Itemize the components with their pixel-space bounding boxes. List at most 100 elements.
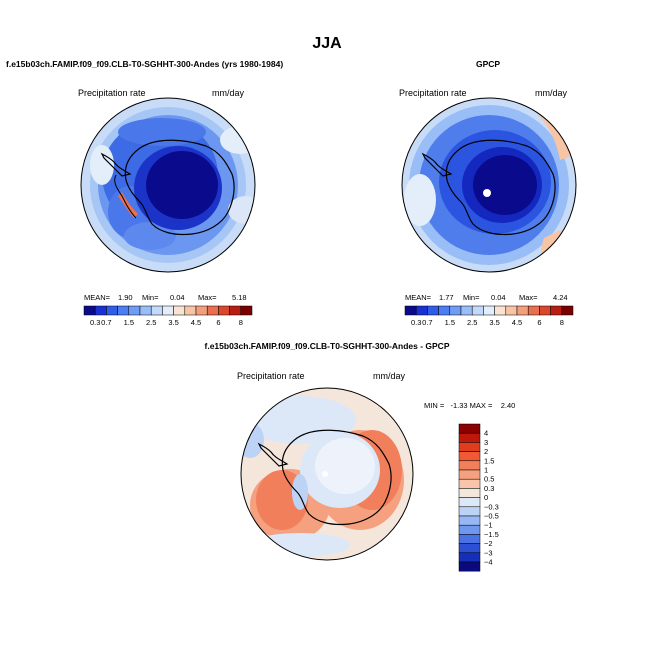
obs-colorbar-box <box>404 305 417 316</box>
svg-text:MEAN=: MEAN= <box>405 293 432 302</box>
obs-colorbar-box <box>471 305 484 316</box>
model-colorbar-box <box>162 305 174 316</box>
obs-colorbar-box <box>438 305 451 316</box>
diff-colorbar-box <box>458 423 481 434</box>
model-colorbar-box <box>83 305 96 316</box>
model-colorbar-box <box>117 305 130 316</box>
obs-colorbar-label: 8 <box>560 318 564 327</box>
obs-colorbar-box <box>483 305 495 316</box>
model-colorbar-label: 6 <box>216 318 220 327</box>
obs-colorbar-box <box>550 305 563 316</box>
model-colorbar-label: 2.5 <box>146 318 156 327</box>
obs-colorbar-box <box>494 305 507 316</box>
obs-colorbar-label: 1.5 <box>445 318 455 327</box>
diff-colorbar-box <box>458 497 481 508</box>
diff-units: mm/day <box>373 371 406 381</box>
obs-map <box>402 98 576 272</box>
obs-colorbar-box <box>427 305 439 316</box>
model-colorbar-box <box>206 305 219 316</box>
model-stats: MEAN= 1.90 Min= 0.04 Max= 5.18 <box>84 293 247 302</box>
diff-colorbar-box <box>458 478 481 489</box>
diff-colorbar-label: 0 <box>484 493 488 502</box>
obs-units: mm/day <box>535 88 568 98</box>
obs-colorbar-label: 2.5 <box>467 318 477 327</box>
model-colorbar-box <box>184 305 197 316</box>
diff-colorbar-box <box>458 451 481 462</box>
obs-colorbar-box <box>539 305 551 316</box>
obs-colorbar: 0.3 0.7 1.5 2.5 3.5 4.5 6 8 <box>404 305 574 327</box>
svg-text:Max=: Max= <box>519 293 538 302</box>
diff-colorbar-label: 1.5 <box>484 456 494 465</box>
model-colorbar-box <box>128 305 141 316</box>
model-colorbar: 0.3 0.7 1.5 2.5 3.5 4.5 6 8 <box>83 305 253 327</box>
svg-text:1.90: 1.90 <box>118 293 133 302</box>
diff-colorbar-label: −1.5 <box>484 530 499 539</box>
obs-colorbar-box <box>527 305 540 316</box>
model-field-label: Precipitation rate <box>78 88 146 98</box>
model-colorbar-label: 4.5 <box>191 318 201 327</box>
obs-colorbar-box <box>516 305 529 316</box>
obs-colorbar-label: 0.3 <box>411 318 421 327</box>
figure-title: JJA <box>312 35 342 52</box>
model-units: mm/day <box>212 88 245 98</box>
obs-field-label: Precipitation rate <box>399 88 467 98</box>
svg-text:Min=: Min= <box>142 293 159 302</box>
diff-colorbar-box <box>458 543 481 554</box>
diff-colorbar-box <box>458 515 481 526</box>
diff-field-label: Precipitation rate <box>237 371 305 381</box>
model-colorbar-box <box>150 305 163 316</box>
obs-colorbar-label: 3.5 <box>489 318 499 327</box>
diff-colorbar-box <box>458 552 481 563</box>
obs-colorbar-box <box>460 305 473 316</box>
model-colorbar-box <box>139 305 152 316</box>
diff-colorbar-label: −0.3 <box>484 502 499 511</box>
model-colorbar-box <box>195 305 208 316</box>
diff-colorbar-label: 0.3 <box>484 484 494 493</box>
obs-stats: MEAN= 1.77 Min= 0.04 Max= 4.24 <box>405 293 568 302</box>
svg-text:MEAN=: MEAN= <box>84 293 111 302</box>
diff-colorbar-box <box>458 488 481 498</box>
obs-colorbar-box <box>561 305 574 316</box>
diff-colorbar-box <box>458 469 481 480</box>
diff-colorbar-box <box>458 561 481 572</box>
svg-text:Max=: Max= <box>198 293 217 302</box>
model-colorbar-box <box>218 305 230 316</box>
svg-text:0.04: 0.04 <box>491 293 506 302</box>
obs-panel-title: GPCP <box>476 59 500 69</box>
diff-colorbar-label: −4 <box>484 558 493 567</box>
obs-colorbar-label: 0.7 <box>422 318 432 327</box>
diff-colorbar-box <box>458 460 481 471</box>
diff-colorbar-label: −0.5 <box>484 512 499 521</box>
model-panel-title: f.e15b03ch.FAMIP.f09_f09.CLB-T0-SGHHT-30… <box>6 59 283 69</box>
svg-text:Min=: Min= <box>463 293 480 302</box>
obs-colorbar-box <box>505 305 518 316</box>
svg-text:0.04: 0.04 <box>170 293 185 302</box>
diff-colorbar-box <box>458 432 481 443</box>
model-colorbar-label: 0.3 <box>90 318 100 327</box>
diff-panel-title: f.e15b03ch.FAMIP.f09_f09.CLB-T0-SGHHT-30… <box>205 341 450 351</box>
diff-colorbar-label: 2 <box>484 447 488 456</box>
obs-colorbar-label: 6 <box>537 318 541 327</box>
diff-colorbar-box <box>458 524 481 535</box>
diff-colorbar-box <box>458 534 481 544</box>
obs-colorbar-box <box>449 305 462 316</box>
svg-text:1.77: 1.77 <box>439 293 454 302</box>
diff-minmax: MIN = -1.33 MAX = 2.40 <box>424 401 515 410</box>
diff-colorbar-label: 1 <box>484 466 488 475</box>
model-colorbar-box <box>94 305 107 316</box>
diff-colorbar-label: 4 <box>484 429 488 438</box>
model-colorbar-box <box>229 305 242 316</box>
svg-text:4.24: 4.24 <box>553 293 568 302</box>
diff-colorbar-box <box>458 506 481 517</box>
diff-colorbar-label: 3 <box>484 438 488 447</box>
diff-colorbar-label: −1 <box>484 521 493 530</box>
model-colorbar-label: 3.5 <box>168 318 178 327</box>
model-colorbar-label: 0.7 <box>101 318 111 327</box>
svg-text:5.18: 5.18 <box>232 293 247 302</box>
model-colorbar-box <box>240 305 253 316</box>
model-colorbar-box <box>173 305 186 316</box>
obs-colorbar-label: 4.5 <box>512 318 522 327</box>
diff-colorbar-label: 0.5 <box>484 475 494 484</box>
diff-colorbar-box <box>458 442 481 452</box>
